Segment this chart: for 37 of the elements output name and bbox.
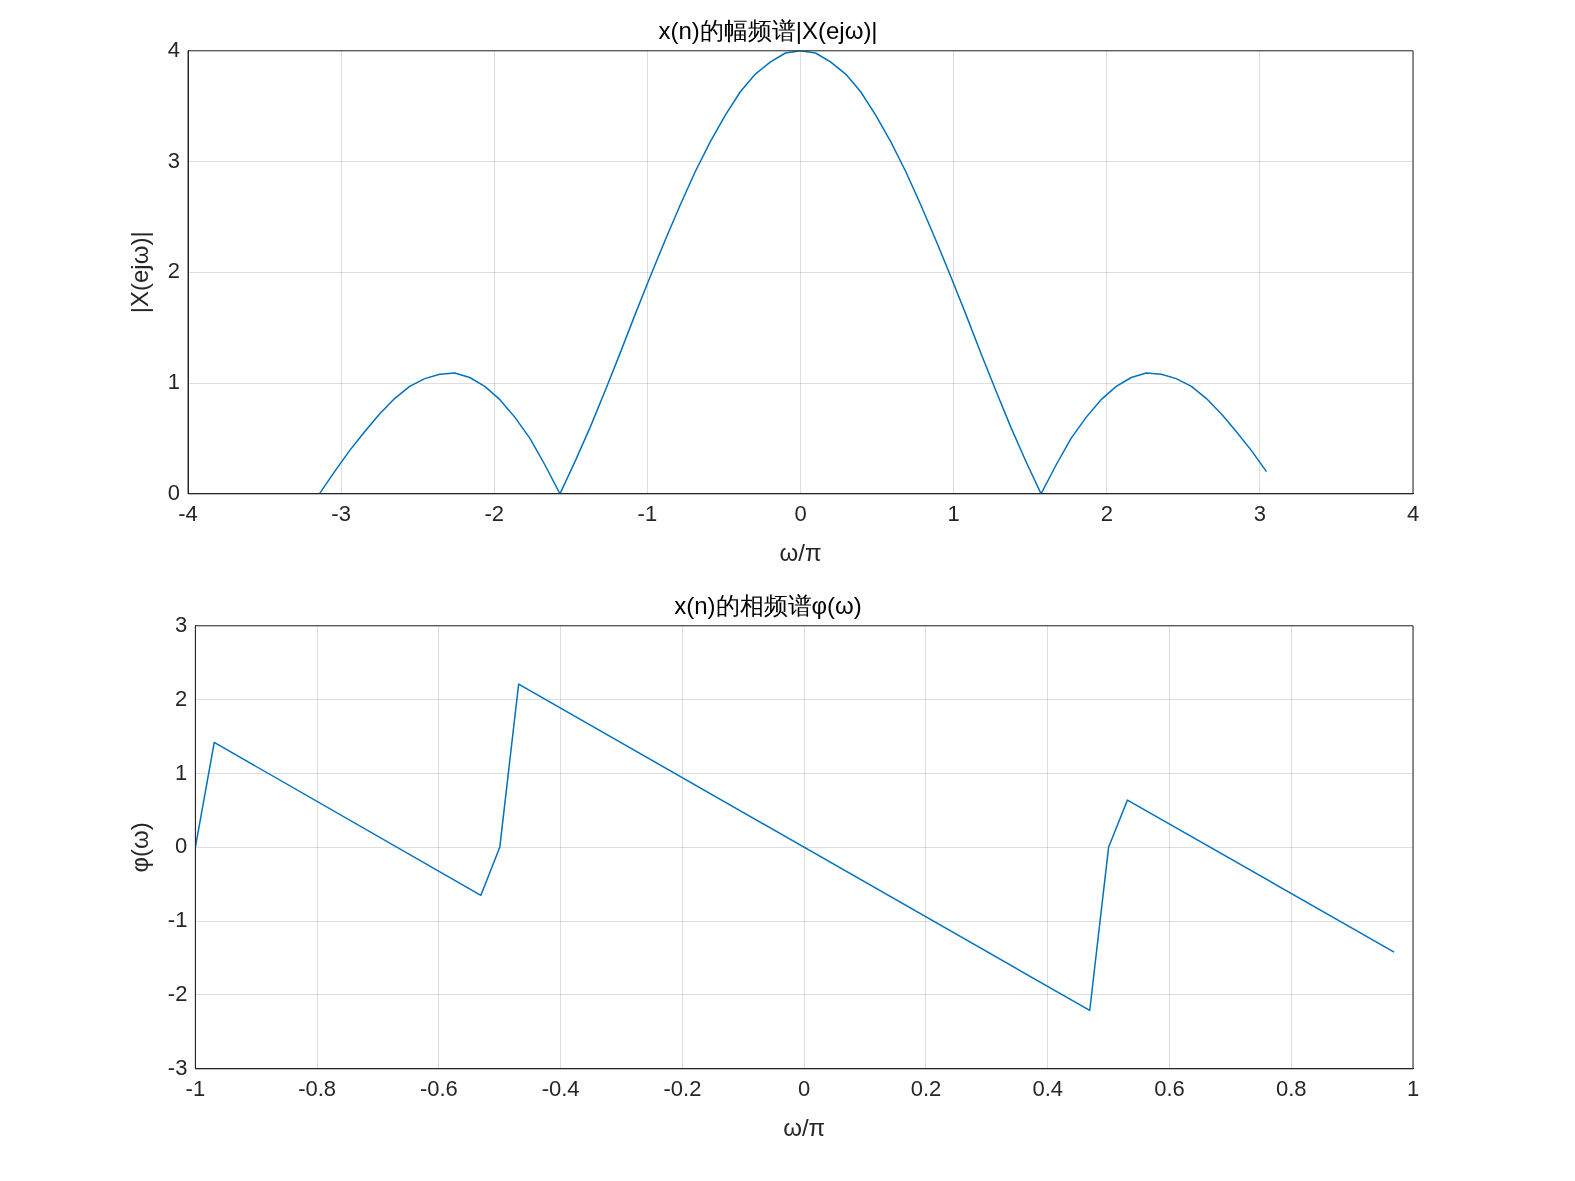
y-tick-label: 2 [167, 258, 181, 284]
x-tick-label: -1 [637, 501, 658, 527]
y-axis-title: φ(ω) [126, 822, 154, 873]
x-axis-title: ω/π [783, 1114, 826, 1142]
x-tick-label: -0.8 [298, 1076, 337, 1102]
y-tick-label: 3 [175, 611, 188, 637]
x-tick-label: 3 [1253, 501, 1266, 527]
x-tick-label: 0 [798, 1076, 811, 1102]
chart-title: x(n)的幅频谱|X(ejω)| [658, 17, 878, 45]
y-tick-label: 4 [167, 36, 181, 62]
x-tick-label: 0 [794, 501, 807, 527]
x-tick-label: 1 [947, 501, 960, 527]
x-tick-label: 0.4 [1032, 1076, 1064, 1102]
y-tick-label: -3 [167, 1054, 188, 1080]
x-tick-label: -0.6 [419, 1076, 458, 1102]
y-tick-label: -2 [167, 981, 188, 1007]
x-tick-label: 0.2 [910, 1076, 942, 1102]
x-tick-label: -0.2 [663, 1076, 702, 1102]
x-tick-label: 0.6 [1154, 1076, 1185, 1102]
y-tick-label: -1 [167, 907, 188, 933]
x-tick-label: 2 [1100, 501, 1113, 527]
x-axis-title: ω/π [779, 539, 822, 567]
x-tick-label: -4 [178, 501, 198, 527]
y-tick-label: 3 [167, 147, 181, 173]
x-tick-label: -2 [484, 501, 505, 527]
y-tick-label: 2 [175, 685, 188, 711]
y-tick-label: 0 [175, 833, 188, 859]
y-tick-label: 1 [175, 759, 188, 785]
x-tick-label: -0.4 [541, 1076, 580, 1102]
x-tick-label: -3 [331, 501, 351, 527]
chart-title: x(n)的相频谱φ(ω) [674, 592, 862, 620]
y-axis-title: |X(ejω)| [126, 231, 154, 314]
x-tick-label: 1 [1406, 1076, 1420, 1102]
y-tick-label: 1 [167, 369, 181, 395]
x-tick-label: 0.8 [1275, 1076, 1307, 1102]
x-tick-label: 4 [1406, 501, 1420, 527]
y-tick-label: 0 [167, 479, 181, 505]
